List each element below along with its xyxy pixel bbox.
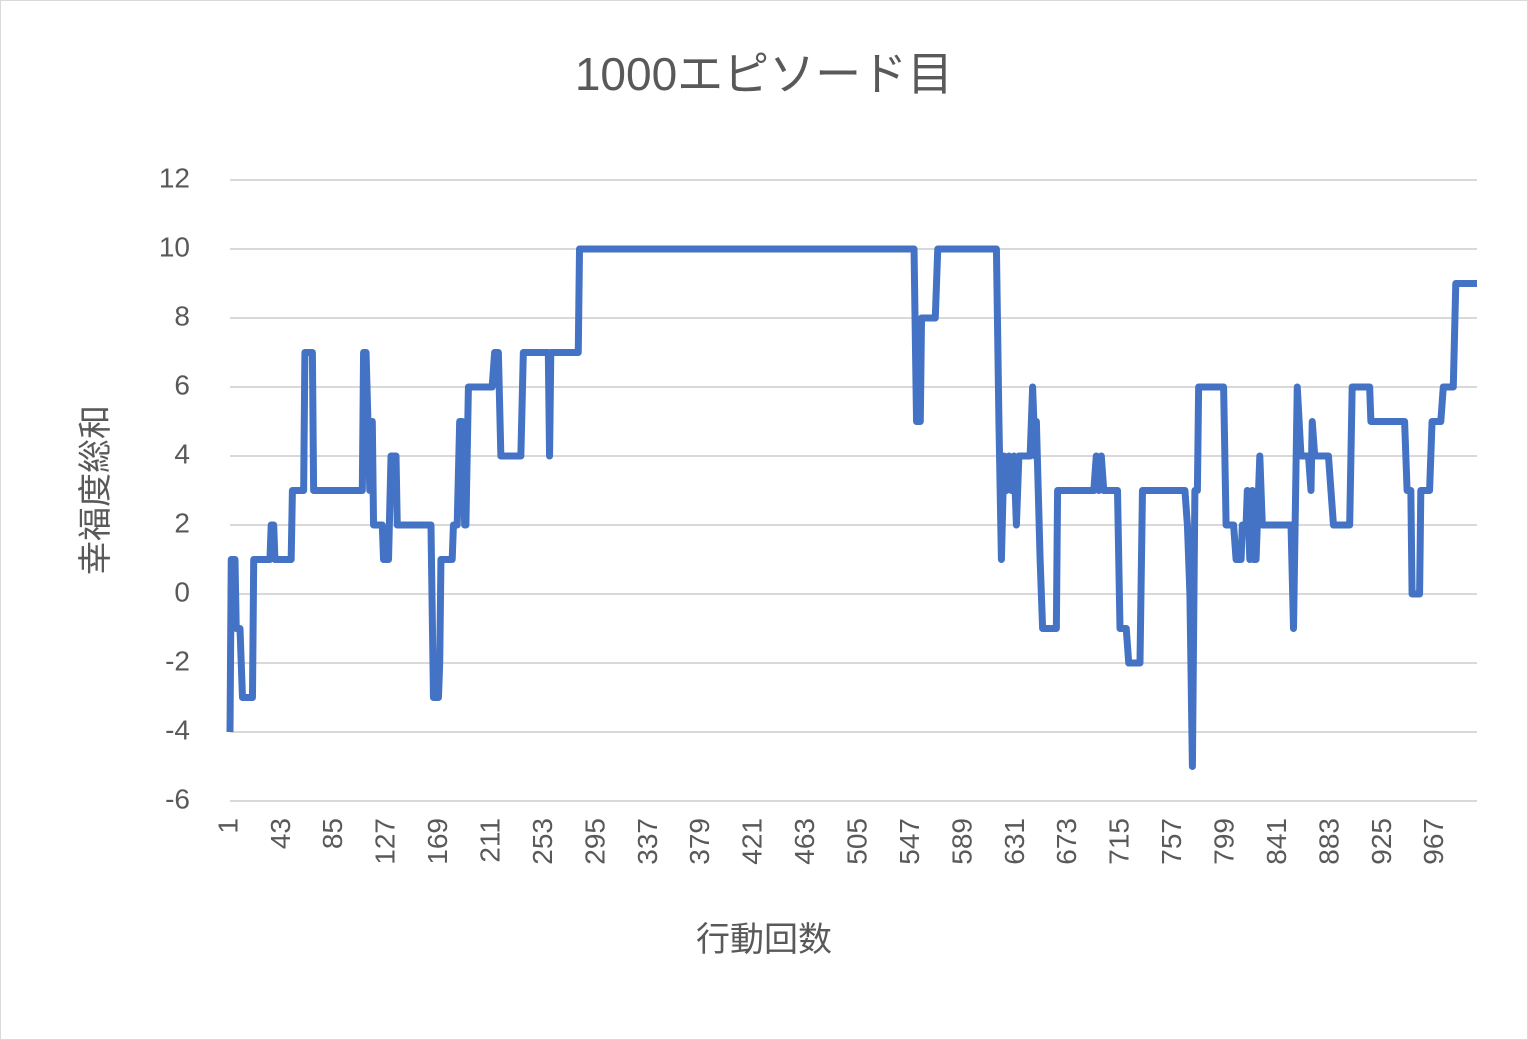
x-tick-label: 841	[1261, 818, 1292, 865]
x-tick-label: 421	[737, 818, 768, 865]
data-line	[226, 245, 1477, 770]
x-tick-label: 715	[1104, 818, 1135, 865]
x-tick-label: 547	[894, 818, 925, 865]
y-tick-label: 2	[174, 507, 190, 538]
y-tick-label: -4	[165, 714, 190, 745]
x-tick-label: 127	[370, 818, 401, 865]
x-tick-label: 463	[789, 818, 820, 865]
x-tick-label: 1	[212, 818, 243, 834]
y-tick-label: 10	[159, 231, 190, 262]
x-tick-label: 673	[1051, 818, 1082, 865]
x-tick-label: 295	[579, 818, 610, 865]
y-axis-title: 幸福度総和	[77, 405, 115, 575]
x-tick-label: 505	[842, 818, 873, 865]
y-tick-label: -6	[165, 783, 190, 814]
x-tick-label: 337	[632, 818, 663, 865]
x-tick-label: 253	[527, 818, 558, 865]
x-tick-label: 379	[684, 818, 715, 865]
x-tick-label: 43	[265, 818, 296, 849]
x-tick-label: 589	[946, 818, 977, 865]
x-tick-label: 211	[475, 818, 506, 863]
y-tick-label: 12	[159, 162, 190, 193]
x-tick-label: 883	[1313, 818, 1344, 865]
y-tick-label: 4	[174, 438, 190, 469]
x-tick-label: 799	[1208, 818, 1239, 865]
x-axis-title: 行動回数	[696, 921, 832, 959]
x-tick-label: 169	[422, 818, 453, 865]
x-tick-label: 631	[999, 818, 1030, 865]
y-tick-label: 0	[174, 576, 190, 607]
x-tick-label: 757	[1156, 818, 1187, 865]
y-tick-label: 8	[174, 300, 190, 331]
chart-title: 1000エピソード目	[575, 48, 953, 100]
x-tick-label: 967	[1418, 818, 1449, 865]
y-tick-label: 6	[174, 369, 190, 400]
x-tick-label: 85	[317, 818, 348, 849]
y-tick-label: -2	[165, 645, 190, 676]
x-tick-label: 925	[1366, 818, 1397, 865]
